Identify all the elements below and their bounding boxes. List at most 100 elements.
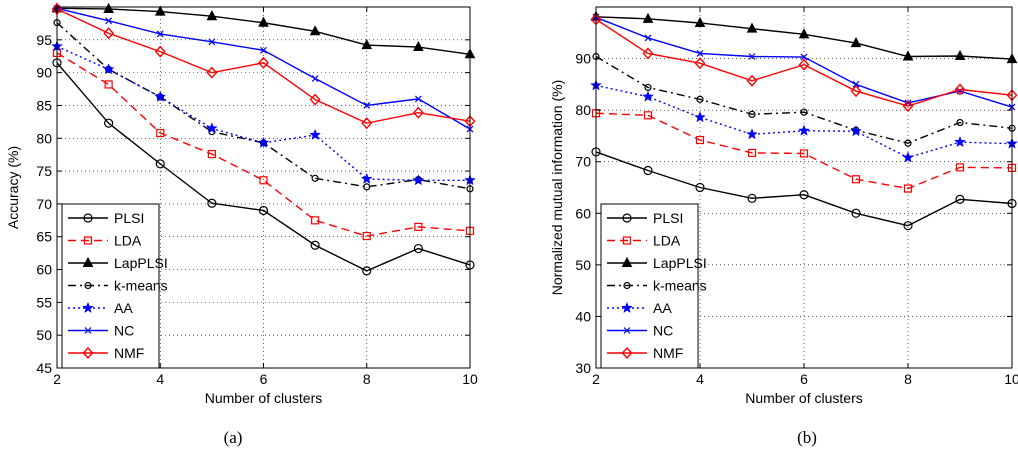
legend-label-nc: NC (114, 323, 134, 339)
data-point-nc (696, 49, 704, 57)
legend-label-k-means: k-means (114, 278, 168, 294)
data-point-aa (850, 125, 862, 137)
data-point-nmf (361, 117, 373, 130)
data-point-nmf (154, 45, 166, 58)
y-tick-label: 80 (575, 102, 591, 118)
legend: PLSI LDA LapPLSI k-means AA NC NMF (600, 203, 707, 369)
data-point-nc (156, 30, 164, 38)
data-point-nc (800, 53, 808, 61)
data-point-plsi (851, 208, 861, 218)
data-point-aa (360, 172, 373, 185)
series-line-nmf (56, 8, 471, 124)
data-point-nmf (850, 85, 862, 98)
data-point-plsi (207, 198, 217, 208)
series-line-lda (595, 112, 1013, 190)
data-point-nc (260, 46, 267, 54)
data-point-lda (851, 175, 861, 184)
series-line-nmf (595, 18, 1013, 107)
legend-label-nmf: NMF (114, 345, 144, 361)
data-point-lda (362, 231, 371, 241)
legend-marker-aa (621, 301, 633, 314)
data-point-nmf (412, 106, 424, 119)
y-tick-label: 85 (36, 97, 52, 113)
y-axis-label: Accuracy (%) (5, 146, 21, 229)
data-point-aa (205, 122, 218, 134)
data-point-plsi (362, 266, 372, 276)
legend-marker-lapplsi (82, 256, 94, 267)
x-tick-label: 2 (592, 371, 600, 387)
data-point-plsi (155, 159, 165, 169)
data-point-nmf (309, 93, 321, 106)
y-axis-label: Normalized mutual information (%) (549, 80, 565, 296)
data-point-k-means (644, 83, 652, 92)
data-point-plsi (903, 221, 913, 231)
x-tick-label: 2 (53, 371, 61, 387)
data-point-plsi (955, 194, 965, 204)
data-point-aa (954, 135, 966, 148)
data-point-aa (309, 128, 322, 141)
x-tick-label: 4 (696, 371, 704, 387)
data-point-aa (746, 128, 758, 140)
legend-label-lda: LDA (653, 233, 681, 249)
data-point-aa (694, 111, 706, 123)
data-point-plsi (799, 190, 809, 200)
data-point-nc (105, 17, 113, 25)
data-point-nmf (642, 47, 654, 60)
y-tick-label: 50 (575, 257, 591, 273)
legend-box (61, 203, 160, 369)
data-point-nmf (798, 58, 810, 71)
data-point-lda (104, 80, 113, 89)
data-point-lda (695, 135, 705, 145)
series-line-aa (595, 84, 1013, 159)
y-tick-label: 70 (575, 154, 591, 170)
legend-marker-aa (82, 301, 94, 314)
data-point-nc (644, 34, 652, 42)
data-point-nc (852, 80, 860, 88)
legend-marker-nmf (82, 346, 94, 360)
x-tick-label: 8 (363, 371, 371, 387)
data-point-lda (207, 149, 216, 159)
y-tick-label: 65 (36, 229, 52, 245)
legend-marker-nc (84, 327, 92, 334)
series-line-lda (56, 52, 471, 237)
y-tick-label: 70 (36, 196, 52, 212)
legend-marker-plsi (83, 213, 93, 223)
legend-marker-k-means (623, 281, 631, 290)
x-axis-label: Number of clusters (205, 390, 322, 406)
data-point-k-means (748, 110, 756, 118)
y-tick-label: 55 (36, 294, 52, 310)
series-line-plsi (595, 151, 1013, 227)
x-tick-label: 8 (904, 371, 912, 387)
data-point-plsi (258, 205, 269, 216)
data-point-lapplsi (954, 49, 966, 60)
legend-marker-plsi (622, 213, 632, 223)
legend: PLSI LDA LapPLSI k-means AA NC NMF (61, 203, 168, 369)
data-point-k-means (363, 183, 371, 191)
x-tick-label: 6 (260, 371, 268, 387)
data-point-lapplsi (642, 12, 654, 23)
y-tick-label: 90 (575, 51, 591, 67)
data-point-lda (799, 149, 809, 158)
series-line-aa (56, 45, 470, 181)
x-tick-label: 4 (156, 371, 164, 387)
caption-a: (a) (223, 428, 243, 447)
legend-box (600, 203, 699, 369)
data-point-lapplsi (798, 28, 810, 39)
y-tick-label: 45 (36, 360, 52, 376)
legend-marker-k-means (84, 281, 92, 290)
legend-label-plsi: PLSI (114, 210, 144, 226)
data-point-nc (363, 102, 371, 109)
data-point-lapplsi (258, 16, 269, 27)
data-point-lapplsi (850, 37, 862, 48)
data-point-aa (412, 174, 425, 186)
legend-marker-nc (623, 327, 631, 334)
data-point-lapplsi (413, 40, 424, 52)
legend-label-k-means: k-means (653, 278, 707, 294)
data-point-plsi (310, 240, 320, 250)
data-point-k-means (800, 108, 808, 116)
data-point-nc (748, 53, 756, 60)
y-tick-label: 90 (36, 65, 52, 81)
data-point-nmf (954, 83, 966, 96)
data-point-aa (798, 124, 810, 136)
